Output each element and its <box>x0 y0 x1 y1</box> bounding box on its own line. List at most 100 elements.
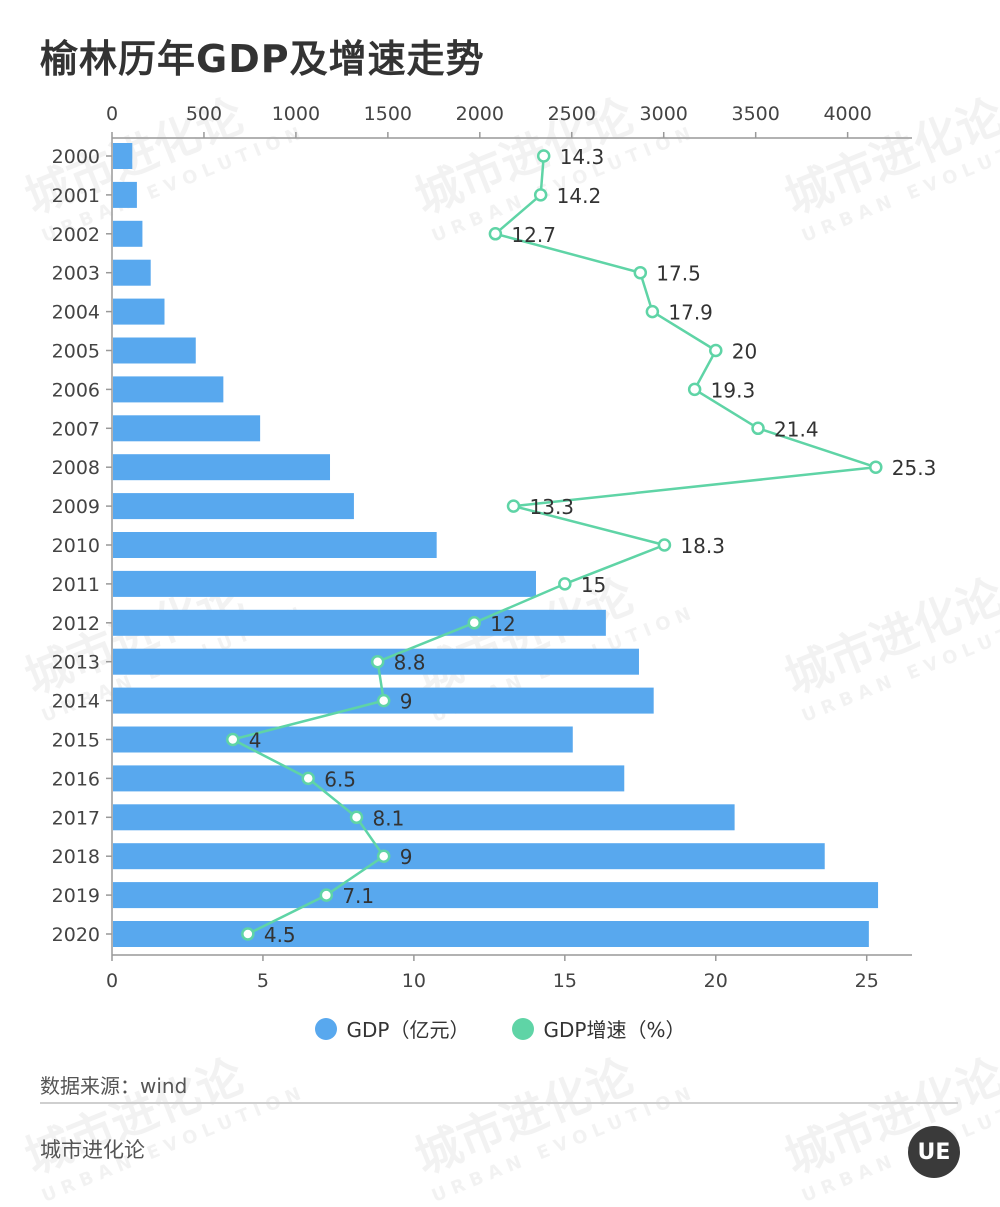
legend-label-gdp: GDP（亿元） <box>346 1018 470 1042</box>
chart-legend: GDP（亿元） GDP增速（%） <box>0 1014 1000 1043</box>
watermark: 城市进化论 URBAN EVOLUTION <box>777 1048 1000 1207</box>
chart-title: 榆林历年GDP及增速走势 <box>40 37 485 81</box>
y-axis-tick-label: 2014 <box>52 691 100 713</box>
y-axis-tick-label: 2002 <box>52 224 100 246</box>
growth-data-label: 12 <box>490 612 515 636</box>
growth-point <box>645 304 660 319</box>
bottom-axis-tick-label: 25 <box>855 970 879 992</box>
growth-data-label: 9 <box>400 690 413 714</box>
chart-canvas: 0 500 1000 1500 2000 2500 3000 3500 4000 0 5 10 15 20… <box>52 103 937 992</box>
top-axis-tick-label: 3500 <box>731 103 779 125</box>
growth-data-label: 12.7 <box>511 223 556 247</box>
top-axis-tick-label: 1500 <box>364 103 412 125</box>
growth-data-label: 4.5 <box>264 923 296 947</box>
brand-logo: UE <box>908 1126 960 1178</box>
growth-point <box>226 732 240 747</box>
growth-point <box>467 616 482 630</box>
top-axis-tick-label: 3000 <box>640 103 688 125</box>
gdp-bar <box>113 493 354 520</box>
growth-data-label: 17.5 <box>656 262 701 286</box>
growth-point <box>301 771 315 786</box>
y-axis-tick-label: 2004 <box>52 302 100 324</box>
growth-point <box>488 227 503 241</box>
growth-data-label: 17.9 <box>668 301 713 325</box>
gdp-bar <box>113 804 735 831</box>
gdp-bar <box>113 609 606 636</box>
bottom-axis-tick-label: 5 <box>257 970 269 992</box>
top-axis-tick-label: 4000 <box>823 103 871 125</box>
growth-point <box>370 654 385 669</box>
growth-point <box>657 538 672 552</box>
gdp-bar <box>113 532 437 558</box>
growth-data-label: 20 <box>732 340 757 364</box>
growth-point <box>376 849 391 863</box>
legend-item-gdp[interactable]: GDP（亿元） <box>314 1014 470 1043</box>
growth-point <box>506 499 521 513</box>
y-axis-tick-label: 2005 <box>52 341 100 363</box>
gdp-bar <box>113 143 133 169</box>
growth-point <box>376 693 391 708</box>
gdp-bar <box>113 220 143 247</box>
top-axis-tick-label: 1000 <box>272 103 320 125</box>
bottom-axis-tick-label: 20 <box>704 970 728 992</box>
y-axis-tick-label: 2003 <box>52 263 100 285</box>
gdp-bar <box>113 337 196 364</box>
data-source-note: 数据来源：wind <box>40 1074 188 1098</box>
gdp-bar <box>113 843 825 870</box>
top-axis-tick-label: 500 <box>186 103 222 125</box>
y-axis-tick-label: 2018 <box>52 846 100 868</box>
y-axis-tick-label: 2001 <box>52 185 100 207</box>
gdp-bar <box>113 882 879 909</box>
watermark: 城市进化论 URBAN EVOLUTION <box>407 1048 700 1207</box>
bottom-axis-tick-label: 0 <box>106 970 118 992</box>
growth-point <box>241 927 255 941</box>
legend-label-growth: GDP增速（%） <box>543 1018 686 1042</box>
y-axis-tick-label: 2013 <box>52 652 100 674</box>
footer-divider <box>40 1102 958 1104</box>
growth-point <box>709 343 723 358</box>
growth-data-label: 8.8 <box>394 651 426 675</box>
bottom-axis-tick-label: 10 <box>402 970 426 992</box>
y-axis-tick-label: 2017 <box>52 807 100 829</box>
growth-data-label: 9 <box>400 845 413 869</box>
growth-data-label: 14.2 <box>557 184 602 208</box>
gdp-bar <box>113 921 869 947</box>
watermark: 城市进化论 URBAN EVOLUTION <box>17 1048 310 1207</box>
y-axis-tick-label: 2019 <box>52 885 100 907</box>
gdp-bar <box>113 415 261 442</box>
gdp-bar <box>113 726 573 753</box>
top-axis-tick-label: 2500 <box>548 103 596 125</box>
growth-data-label: 25.3 <box>892 456 937 480</box>
y-axis-tick-label: 2006 <box>52 379 100 401</box>
growth-point <box>869 460 883 474</box>
brand-name: 城市进化论 <box>40 1138 145 1162</box>
growth-data-label: 6.5 <box>324 767 356 791</box>
top-axis-tick-label: 2000 <box>456 103 504 125</box>
growth-point <box>533 188 548 202</box>
y-axis-tick-label: 2008 <box>52 457 100 479</box>
growth-data-label: 4 <box>249 729 262 753</box>
y-axis-tick-label: 2010 <box>52 535 100 557</box>
y-axis-tick-label: 2012 <box>52 613 100 635</box>
growth-data-label: 8.1 <box>373 806 405 830</box>
y-axis-tick-label: 2007 <box>52 418 100 440</box>
bottom-axis-tick-label: 15 <box>553 970 577 992</box>
gdp-bar <box>113 259 151 286</box>
gdp-bar <box>113 570 536 597</box>
growth-point <box>687 382 702 397</box>
legend-item-growth[interactable]: GDP增速（%） <box>511 1014 686 1043</box>
gdp-bar <box>113 376 224 403</box>
growth-point <box>319 888 334 902</box>
y-axis-tick-label: 2000 <box>52 146 100 168</box>
growth-point <box>558 577 572 591</box>
gdp-bar <box>113 181 137 208</box>
growth-data-label: 18.3 <box>680 534 725 558</box>
gdp-bar <box>113 454 331 481</box>
growth-point <box>633 265 648 280</box>
y-axis-tick-label: 2020 <box>52 924 100 946</box>
growth-data-label: 19.3 <box>711 378 756 402</box>
y-axis-tick-label: 2011 <box>52 574 100 596</box>
growth-data-label: 7.1 <box>342 884 374 908</box>
y-axis-tick-label: 2015 <box>52 730 100 752</box>
top-axis-tick-label: 0 <box>106 103 118 125</box>
